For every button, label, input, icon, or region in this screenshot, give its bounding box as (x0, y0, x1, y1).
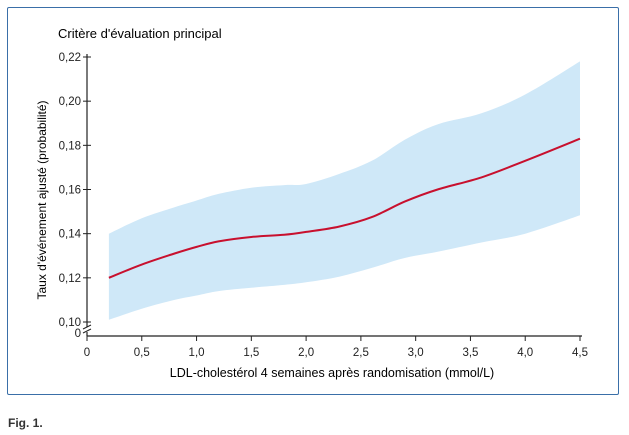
axis-break-mark (82, 328, 92, 334)
x-tick-label: 1,5 (243, 347, 259, 359)
plot-area: 0,10 0,12 0,14 0,16 0,18 0,20 0,22 00 0,5 1,0 1,5 2… (59, 52, 588, 359)
y-tick-label: 0,18 (59, 140, 81, 152)
figure-caption: Fig. 1. (8, 416, 43, 430)
x-tick-label: 2,0 (298, 347, 314, 359)
x-tick-label: 4,0 (517, 347, 533, 359)
y-tick-label: 0,10 (59, 317, 81, 329)
y-tick-label: 0,12 (59, 273, 81, 285)
x-tick-label: 3,0 (408, 347, 424, 359)
x-axis-label: LDL-cholestérol 4 semaines après randomi… (170, 366, 494, 380)
series-line (108, 137, 581, 279)
x-tick-label: 4,5 (572, 347, 588, 359)
confidence-band (108, 61, 581, 320)
chart-title: Critère d'évaluation principal (58, 26, 222, 41)
x-tick-label: 3,5 (462, 347, 478, 359)
x-tick-label: 1,0 (189, 347, 205, 359)
y-axis-label: Taux d'événement ajusté (probabilité) (35, 100, 49, 299)
axis-break-mark (82, 324, 92, 330)
y-tick-label: 0,20 (59, 96, 81, 108)
y-tick-label: 0,14 (59, 229, 82, 241)
x-tick-label: 2,5 (353, 347, 369, 359)
x-tick-label: 0 (84, 347, 90, 359)
y-tick-label: 0,22 (59, 52, 81, 64)
figure-frame (7, 7, 619, 395)
y-zero-label: 0 (75, 328, 81, 340)
y-tick-label: 0,16 (59, 185, 81, 197)
x-tick-label: 0,5 (134, 347, 150, 359)
